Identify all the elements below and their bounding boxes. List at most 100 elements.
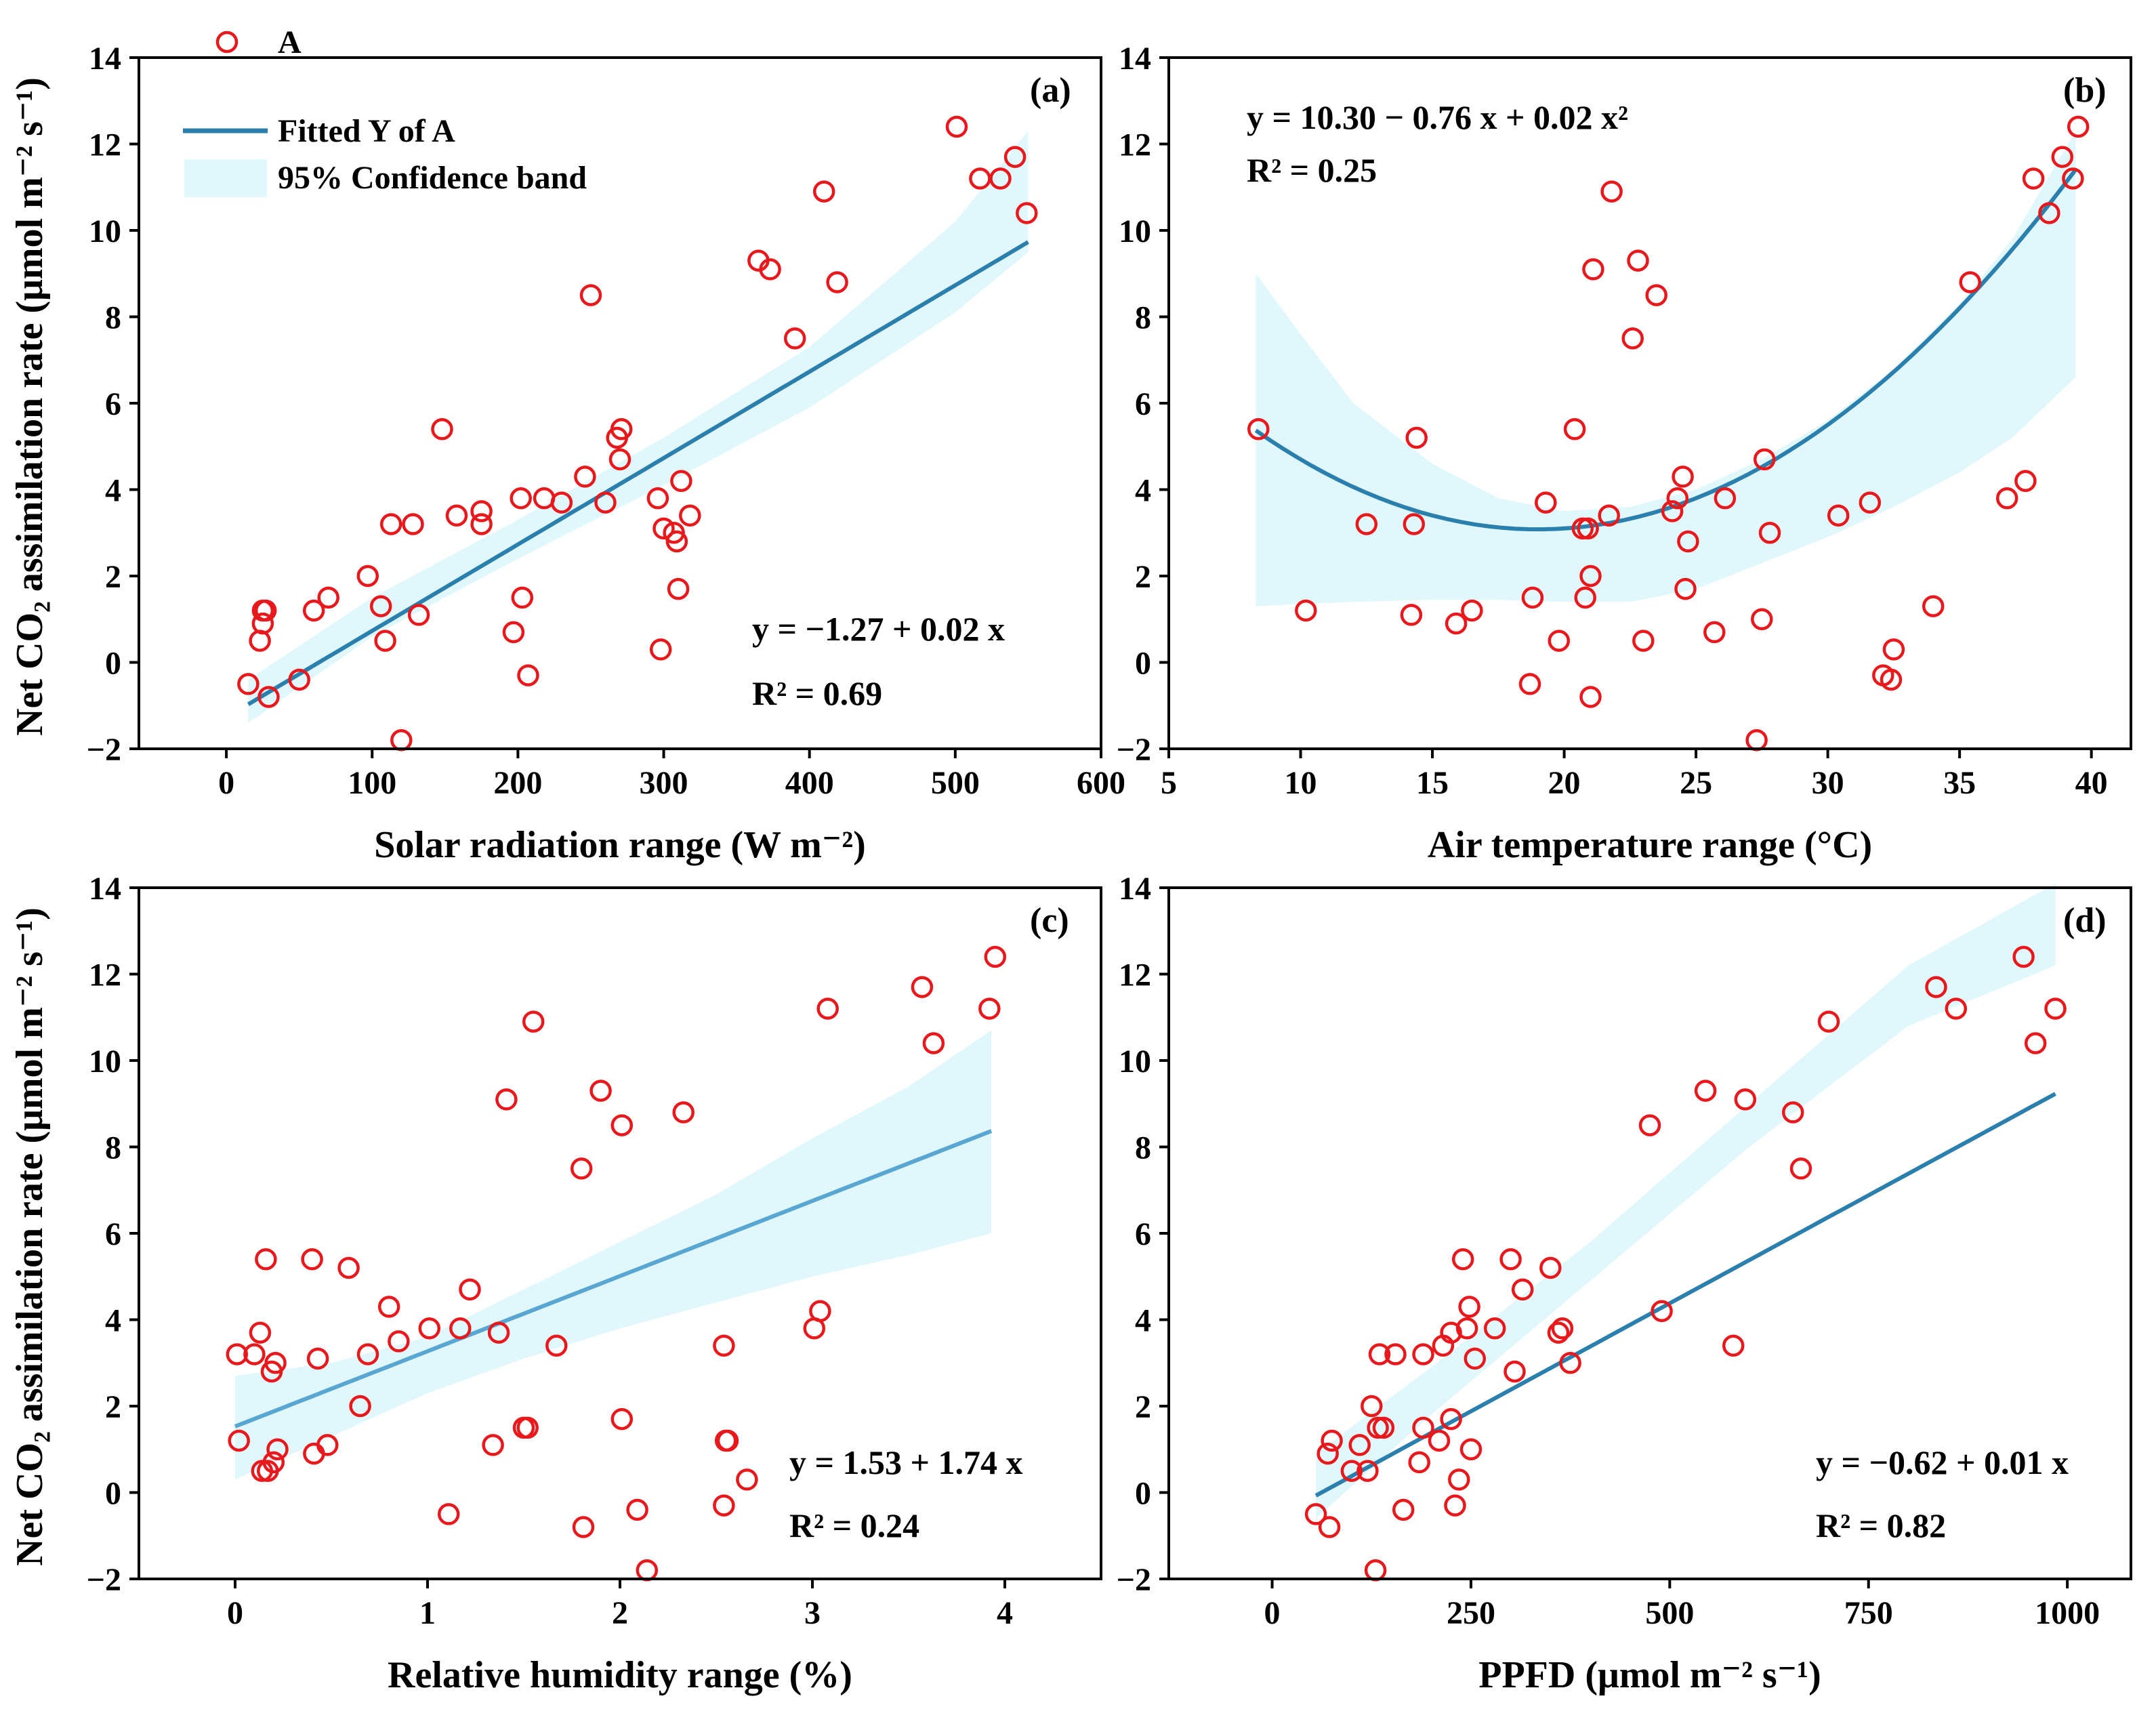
data-point	[2024, 1032, 2047, 1054]
x-axis-label: Solar radiation range (W m⁻²)	[374, 824, 866, 866]
y-tick-label: 10	[89, 1044, 121, 1079]
y-tick-label: 0	[105, 646, 121, 682]
data-point	[826, 271, 848, 293]
y-tick-label: 6	[1135, 1216, 1151, 1252]
data-point	[1340, 1460, 1363, 1482]
y-tick-label: 0	[1135, 646, 1151, 682]
data-point	[1003, 146, 1027, 168]
data-point	[570, 1157, 593, 1180]
data-point	[1400, 604, 1423, 626]
y-tick-label: 4	[105, 1303, 121, 1339]
data-point	[1444, 1494, 1466, 1517]
data-point	[1722, 1334, 1745, 1357]
data-point	[679, 504, 701, 527]
y-tick-label: 10	[1119, 213, 1151, 249]
x-tick-label: 2	[612, 1595, 628, 1631]
data-point	[1483, 1317, 1506, 1340]
data-point	[1627, 249, 1649, 272]
data-point	[1408, 1451, 1430, 1474]
data-point	[288, 668, 310, 691]
legend-point-marker	[215, 30, 239, 54]
data-point	[449, 1317, 472, 1340]
data-point	[945, 115, 968, 138]
data-point	[1451, 1248, 1474, 1271]
data-point	[2051, 146, 2074, 168]
x-tick-label: 20	[1548, 765, 1581, 801]
x-tick-label: 1	[419, 1595, 436, 1631]
data-point	[646, 487, 669, 510]
data-point	[978, 997, 1001, 1020]
panel-label: (a)	[1030, 71, 1071, 110]
data-point	[1539, 1256, 1562, 1279]
x-tick-label: 35	[1943, 765, 1976, 801]
data-point	[379, 513, 402, 535]
data-point	[1318, 1516, 1341, 1538]
data-point	[459, 1278, 481, 1301]
data-point	[516, 1416, 539, 1439]
data-point	[1367, 1416, 1389, 1439]
data-point	[1440, 1321, 1462, 1344]
y-tick-label: 6	[1135, 386, 1151, 422]
y-tick-label: 10	[89, 213, 121, 249]
fit-line	[1254, 168, 2077, 532]
legend-band-swatch	[184, 159, 267, 197]
y-tick-label: 6	[105, 1216, 121, 1252]
data-point	[1461, 599, 1483, 622]
x-axis-label: PPFD (μmol m⁻² s⁻¹)	[1478, 1654, 1821, 1696]
y-tick-label: 14	[1119, 41, 1151, 77]
data-point	[502, 621, 525, 644]
data-point	[636, 1559, 659, 1582]
data-point	[1600, 180, 1623, 203]
data-point	[374, 630, 396, 652]
data-point	[716, 1429, 739, 1452]
data-point	[594, 491, 617, 514]
data-point	[1016, 202, 1038, 224]
data-point	[390, 729, 413, 752]
data-point	[911, 976, 934, 998]
data-point	[301, 1248, 323, 1271]
data-point	[495, 1088, 518, 1111]
y-tick-label: 8	[1135, 1130, 1151, 1166]
y-tick-label: 14	[1119, 871, 1151, 907]
data-point	[1859, 491, 1882, 514]
y-axis-label-top: Net CO₂ assimilation rate (μmol m⁻² s⁻¹)	[9, 77, 51, 736]
y-tick-label: 0	[1135, 1476, 1151, 1512]
y-tick-label: −2	[1117, 1562, 1151, 1598]
data-point	[302, 599, 325, 622]
y-tick-label: 6	[105, 386, 121, 422]
confidence-band	[1256, 131, 2076, 606]
data-point	[1547, 1321, 1570, 1344]
x-tick-label: 1000	[2035, 1595, 2100, 1631]
y-tick-label: 2	[105, 559, 121, 595]
x-tick-label: 750	[1844, 1595, 1893, 1631]
x-tick-label: 3	[804, 1595, 821, 1631]
data-point	[922, 1032, 945, 1054]
x-tick-label: 200	[493, 765, 542, 801]
data-point	[1247, 418, 1270, 440]
confidence-band	[235, 1030, 992, 1480]
data-point	[511, 586, 534, 609]
data-point	[812, 180, 835, 203]
fit-equation: y = −1.27 + 0.02 x	[752, 610, 1005, 648]
data-point	[652, 517, 675, 540]
data-point	[1518, 673, 1541, 695]
data-point	[713, 1494, 735, 1517]
data-point	[1412, 1416, 1434, 1439]
x-tick-label: 300	[640, 765, 688, 801]
data-point	[1455, 1317, 1478, 1340]
fit-r2: R² = 0.24	[789, 1506, 919, 1544]
data-point	[1751, 608, 1773, 631]
y-tick-label: 4	[105, 473, 121, 509]
data-point	[1458, 1296, 1480, 1318]
data-point	[1403, 513, 1426, 535]
x-tick-label: 0	[1264, 1595, 1281, 1631]
fit-line	[247, 240, 1029, 706]
data-point	[1321, 1429, 1343, 1452]
data-point	[1440, 1407, 1462, 1431]
data-point	[1384, 1343, 1407, 1365]
data-point	[262, 1451, 285, 1474]
fit-equation: y = 1.53 + 1.74 x	[789, 1443, 1022, 1481]
data-point	[369, 595, 392, 617]
data-point	[356, 564, 379, 588]
y-tick-label: 8	[105, 300, 121, 336]
